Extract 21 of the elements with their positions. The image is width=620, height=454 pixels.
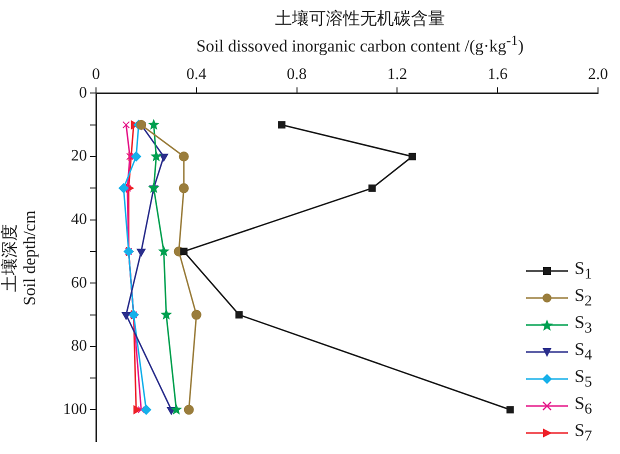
x-tick-label: 0.8 — [286, 66, 307, 83]
x-tick-label: 2.0 — [588, 66, 608, 83]
x-tick-label: 1.2 — [387, 66, 408, 83]
x-axis-title: 土壤可溶性无机碳含量 Soil dissoved inorganic carbon content /(g·kg$^{-1}$) — [195, 8, 525, 58]
y-tick-label: 0 — [79, 84, 87, 102]
legend-label: S$_{6}$ — [574, 392, 592, 418]
y-tick-label: 20 — [71, 148, 87, 165]
y-tick-label: 40 — [71, 211, 87, 228]
legend-label: S$_{7}$ — [574, 420, 592, 446]
legend-label: S$_{2}$ — [574, 284, 592, 310]
y-tick-label: 100 — [63, 400, 87, 418]
x-tick-label: 1.6 — [488, 66, 508, 83]
legend-label: S$_{1}$ — [574, 258, 592, 284]
legend-label: S$_{4}$ — [574, 338, 592, 364]
y-axis-title: 土壤深度 Soil depth/cm — [0, 210, 40, 308]
y-tick-label: 80 — [71, 338, 87, 355]
x-tick-label: 0.4 — [186, 66, 206, 83]
y-tick-label: 60 — [71, 274, 87, 292]
x-tick-label: 0 — [92, 66, 100, 83]
legend-label: S$_{5}$ — [574, 366, 592, 392]
legend-label: S$_{3}$ — [574, 312, 592, 338]
